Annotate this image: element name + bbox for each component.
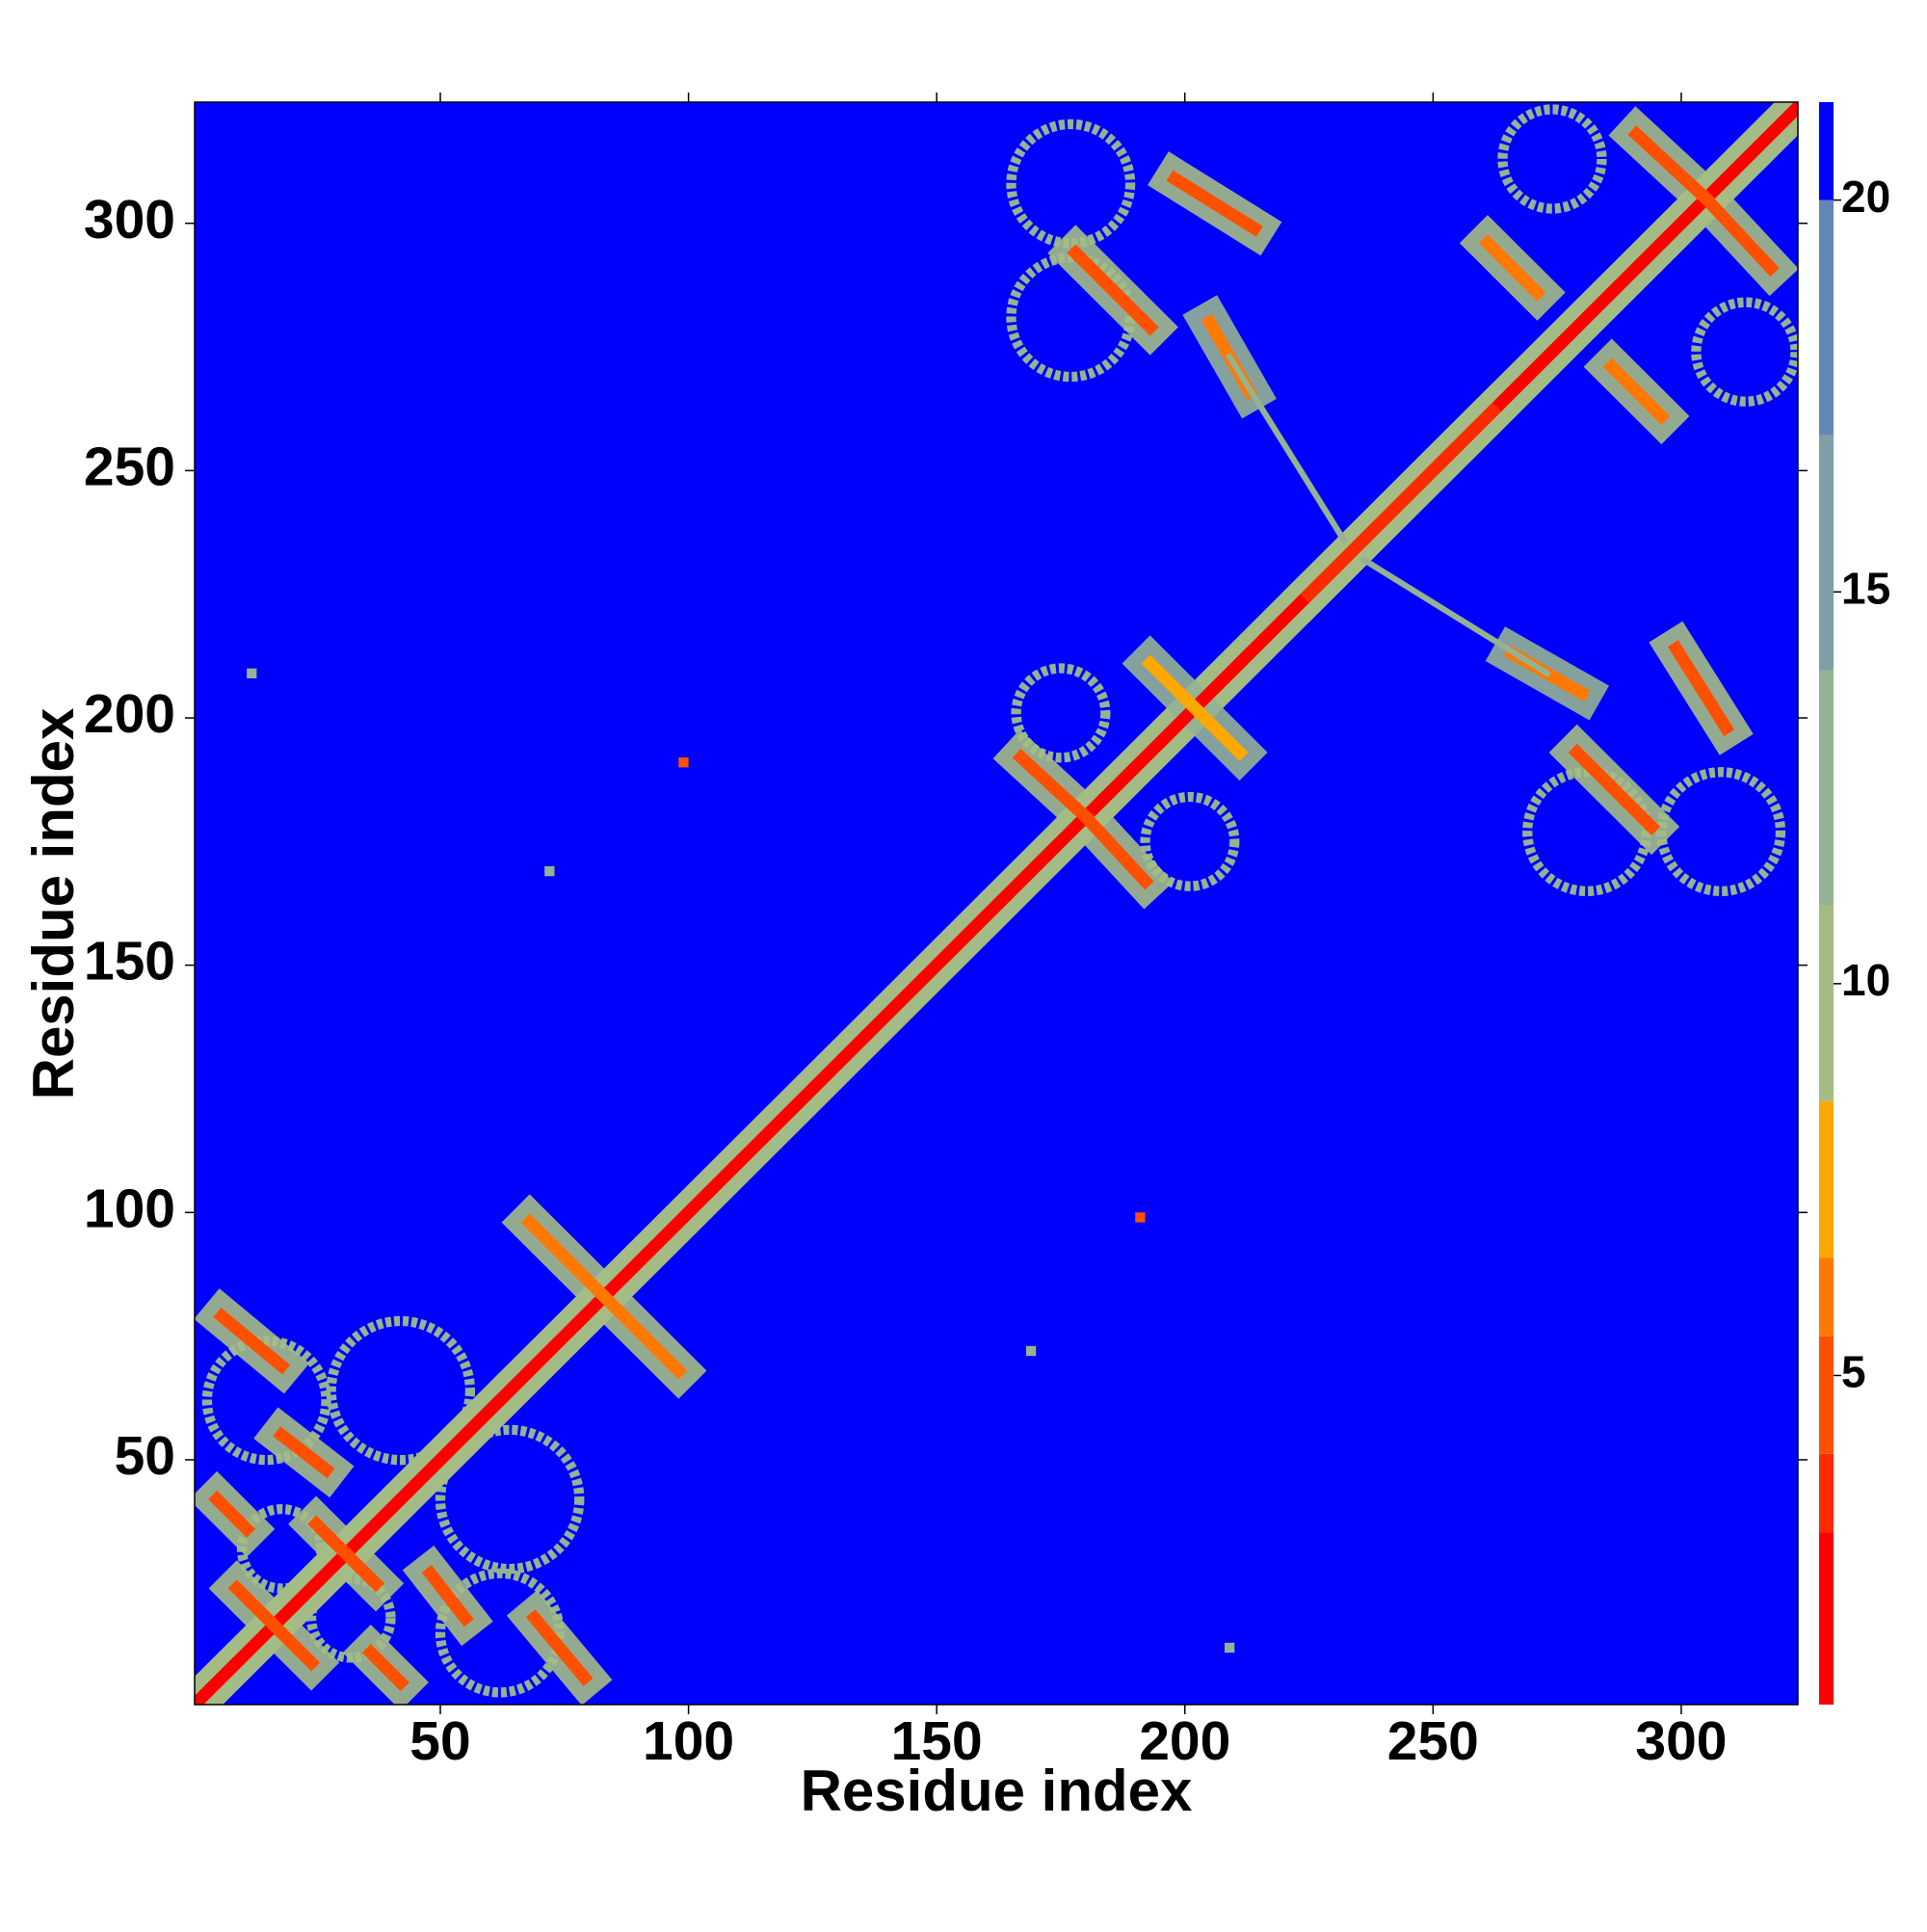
contact-strand [1568, 743, 1661, 836]
contact-strand [594, 1287, 688, 1380]
contact-strand [520, 1213, 614, 1306]
contact-strand [208, 1490, 256, 1538]
colorbar-tick-label: 10 [1841, 955, 1890, 1005]
contact-strand [421, 1564, 474, 1628]
colorbar-band [1819, 199, 1834, 436]
colorbar-band [1819, 1453, 1834, 1533]
y-tick-label: 200 [84, 683, 175, 745]
colorbar-band [1819, 435, 1834, 671]
contact-strand [1478, 234, 1546, 302]
contact-ring [1691, 297, 1798, 407]
contact-strand [1225, 353, 1348, 544]
y-axis-title: Residue index [21, 708, 86, 1100]
contact-strand [195, 102, 1798, 1705]
y-tick-label: 150 [84, 931, 175, 992]
contact-ring [1006, 119, 1136, 249]
x-tick-label: 100 [643, 1710, 734, 1772]
contact-dot [544, 865, 555, 877]
contact-strand [1166, 170, 1263, 237]
colorbar-band [1819, 1336, 1834, 1454]
contact-strand [1076, 807, 1154, 890]
y-tick-label: 50 [115, 1425, 175, 1487]
heatmap [195, 102, 1798, 1705]
contact-strand [273, 1426, 335, 1479]
colorbar-tick-label: 15 [1841, 563, 1890, 613]
colorbar-band [1819, 905, 1834, 1101]
contact-dot [1025, 1345, 1037, 1357]
contact-dot [1135, 1212, 1146, 1223]
contact-strand [525, 1609, 594, 1686]
x-tick-label: 200 [1139, 1710, 1230, 1772]
y-tick-label: 100 [84, 1178, 175, 1239]
contact-ring [1140, 791, 1240, 891]
contact-strand [361, 1643, 409, 1692]
contact-strand [1141, 654, 1204, 717]
contact-strand [227, 1579, 280, 1632]
contact-strand [1602, 357, 1671, 426]
contact-strand [1012, 748, 1095, 826]
x-tick-label: 150 [891, 1710, 983, 1772]
y-tick-label: 300 [84, 189, 175, 251]
plot-frame [194, 101, 1799, 1706]
contact-strand [1067, 244, 1159, 336]
contact-strand [1359, 555, 1552, 678]
contact-strand [1300, 402, 1502, 603]
contact-strand [213, 1308, 291, 1375]
contact-dot [678, 757, 689, 768]
colorbar-tick-label: 20 [1841, 172, 1890, 222]
contact-strand [307, 1515, 356, 1563]
contact-dot [247, 668, 257, 678]
contact-dot [1224, 1642, 1235, 1654]
x-tick-label: 250 [1387, 1710, 1479, 1772]
contact-strand [267, 1619, 321, 1672]
contact-strand [1697, 189, 1780, 278]
x-axis-title: Residue index [801, 1759, 1193, 1823]
contact-strand [337, 1545, 385, 1593]
colorbar-band [1819, 1257, 1834, 1337]
contact-ring [435, 1424, 585, 1575]
contact-ring [1011, 663, 1111, 763]
y-tick-label: 250 [84, 436, 175, 497]
colorbar-band [1819, 1532, 1834, 1705]
contact-ring [1497, 104, 1607, 214]
contact-ring [326, 1315, 476, 1466]
contact-strand [1627, 125, 1715, 208]
contact-strand [1667, 640, 1735, 737]
contact-strand [1185, 699, 1249, 762]
colorbar-tick-label: 5 [1841, 1347, 1866, 1397]
x-tick-label: 300 [1635, 1710, 1727, 1772]
x-tick-label: 50 [409, 1710, 470, 1772]
colorbar-band [1819, 102, 1834, 200]
colorbar-band [1819, 1100, 1834, 1258]
colorbar-band [1819, 670, 1834, 906]
